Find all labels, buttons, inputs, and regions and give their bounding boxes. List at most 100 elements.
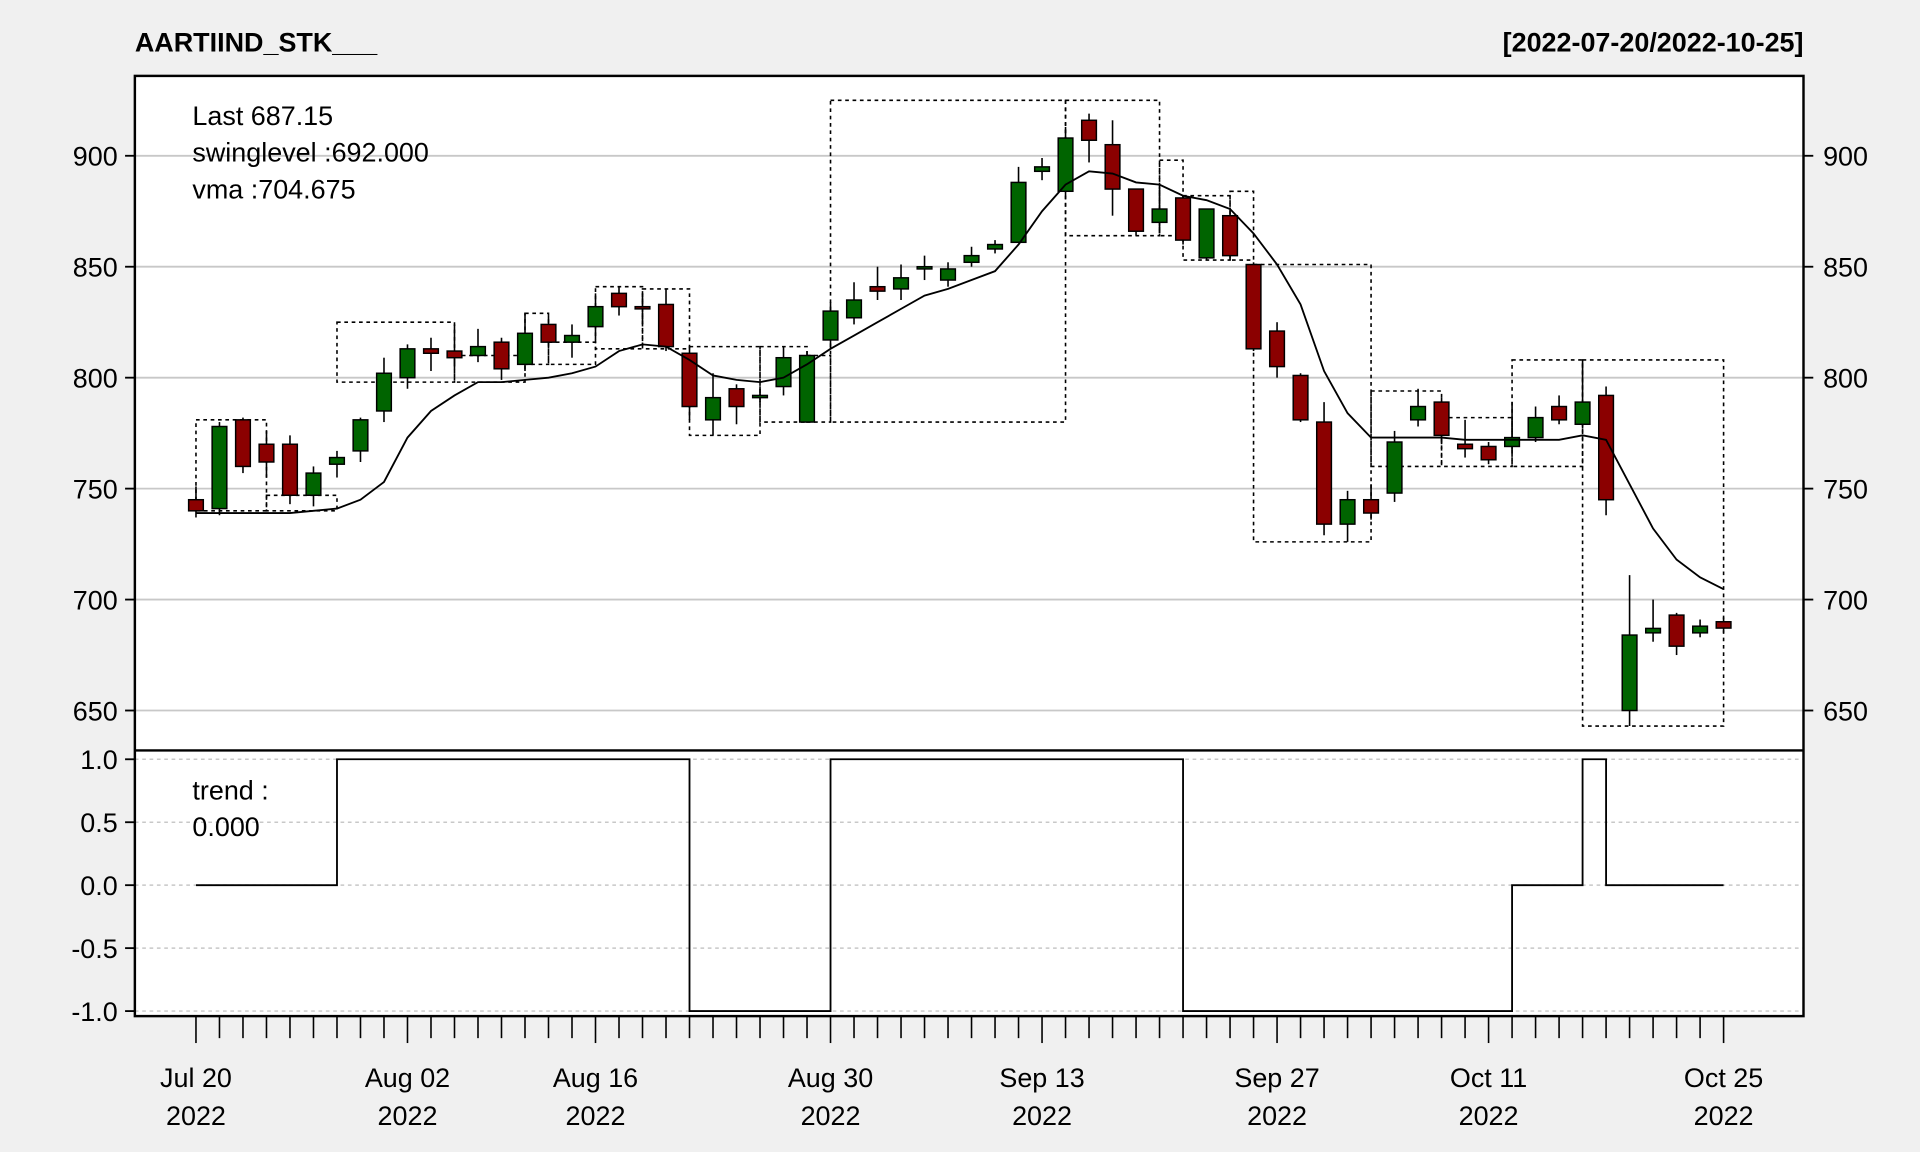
candle-body	[469, 345, 487, 357]
x-tick-label: Sep 13 2022	[999, 1063, 1084, 1131]
vma-line	[195, 170, 1725, 591]
candle-body	[775, 356, 792, 388]
candle-body	[963, 254, 980, 264]
swing-box	[1581, 359, 1725, 727]
candle-body	[1574, 401, 1591, 426]
candle-body	[1151, 208, 1168, 224]
candle-body	[704, 396, 722, 421]
y-tick-label: 900	[73, 142, 118, 172]
y-tick-label: 850	[73, 253, 118, 283]
candle-body	[869, 285, 886, 292]
candle-body	[563, 334, 581, 343]
candle-body	[1715, 621, 1732, 629]
x-tick-label: Oct 25 2022	[1684, 1063, 1763, 1131]
candle-body	[986, 243, 1004, 250]
x-tick-label: Aug 30 2022	[788, 1063, 873, 1131]
candle-body	[1433, 401, 1450, 437]
candle-body	[422, 348, 440, 355]
candle-body	[798, 354, 816, 423]
candle-body	[258, 443, 275, 463]
candle-body	[822, 310, 839, 341]
y-tick-label: 850	[1823, 253, 1868, 283]
candle-body	[1503, 436, 1521, 448]
y-tick-label: 750	[1823, 474, 1868, 504]
candle-body	[1057, 137, 1074, 193]
legend-text: Last 687.15	[192, 101, 333, 131]
candle-body	[446, 350, 463, 359]
candle-body	[1621, 634, 1638, 712]
candle-body	[1386, 441, 1403, 494]
y-tick-label: 900	[1823, 142, 1868, 172]
y-tick-label: 700	[1823, 585, 1868, 615]
candle-body	[1268, 330, 1286, 368]
swing-box	[265, 494, 338, 512]
x-tick-label: Aug 02 2022	[365, 1063, 450, 1131]
candle-body	[1080, 119, 1098, 141]
candle-body	[610, 292, 628, 308]
legend-text: swinglevel :692.000	[192, 138, 428, 168]
x-tick-label: Jul 20 2022	[160, 1063, 232, 1131]
candle-body	[1527, 416, 1544, 439]
candle-body	[1104, 143, 1121, 190]
candle-body	[1010, 181, 1027, 244]
candle-body	[916, 265, 933, 270]
legend-text: 0.000	[192, 812, 259, 842]
candle-body	[1315, 421, 1333, 525]
candle-body	[1456, 443, 1474, 450]
candle-body	[587, 305, 604, 328]
candle-body	[305, 472, 322, 497]
legend-text: trend :	[192, 775, 268, 805]
y-tick-label: 650	[73, 696, 118, 726]
y-tick-label: 700	[73, 585, 118, 615]
y-tick-label: -1.0	[71, 997, 117, 1027]
x-tick-label: Aug 16 2022	[553, 1063, 638, 1131]
y-tick-label: 650	[1823, 696, 1868, 726]
candle-body	[1198, 208, 1215, 259]
y-tick-label: -0.5	[71, 934, 117, 964]
candle-body	[234, 419, 252, 468]
candle-body	[657, 303, 675, 348]
candle-body	[1245, 263, 1262, 350]
y-tick-label: 750	[73, 474, 118, 504]
candle-body	[634, 305, 651, 310]
candle-body	[845, 299, 863, 319]
candle-body	[1692, 625, 1709, 634]
candle-body	[1550, 405, 1568, 421]
candle-body	[540, 323, 557, 343]
candle-body	[1409, 405, 1427, 421]
candle-body	[1480, 445, 1497, 461]
candle-body	[728, 388, 745, 408]
candle-body	[1597, 394, 1615, 501]
plot-area	[134, 75, 1804, 1017]
y-tick-label: 0.5	[80, 808, 117, 838]
candle-body	[352, 419, 369, 452]
y-tick-label: 0.0	[80, 871, 117, 901]
candle-body	[1221, 214, 1239, 257]
candle-body	[1362, 498, 1380, 514]
candle-body	[516, 332, 534, 366]
trend-line	[195, 758, 1724, 1012]
chart-title: AARTIIND_STK___	[135, 27, 378, 57]
y-tick-label: 800	[1823, 363, 1868, 393]
candle-body	[1033, 166, 1051, 173]
candle-body	[493, 341, 510, 370]
candle-body	[1668, 614, 1685, 647]
candle-body	[1339, 498, 1356, 525]
candle-body	[1645, 627, 1662, 634]
candle-body	[187, 498, 205, 512]
date-range: [2022-07-20/2022-10-25]	[1503, 27, 1804, 57]
y-tick-label: 1.0	[80, 745, 117, 775]
candle-body	[399, 348, 416, 379]
legend-text: vma :704.675	[192, 174, 355, 204]
candle-body	[211, 425, 228, 510]
candle-body	[328, 456, 346, 465]
candle-body	[751, 394, 769, 399]
candle-body	[1127, 188, 1145, 232]
frame	[133, 74, 1805, 1018]
candle-body	[375, 372, 393, 412]
candle-body	[939, 268, 957, 281]
x-tick-label: Sep 27 2022	[1234, 1063, 1319, 1131]
candle-body	[1292, 374, 1309, 421]
